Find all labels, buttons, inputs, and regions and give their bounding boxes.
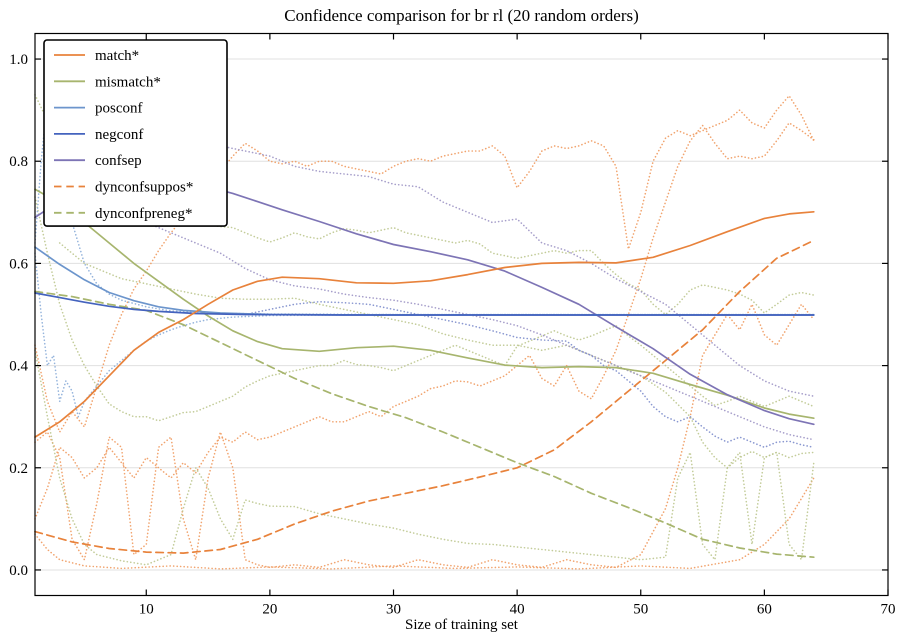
series-dynconfsuppos-lower-bound <box>34 477 815 570</box>
legend-label-dynconfsuppos: dynconfsuppos* <box>95 180 193 196</box>
legend-label-match: match* <box>95 48 139 64</box>
x-tick-label: 30 <box>386 602 401 618</box>
series-confsep-lower-bound <box>145 221 815 441</box>
y-tick-label: 0.2 <box>9 461 28 477</box>
legend-label-dynconfpreneg: dynconfpreneg* <box>95 206 192 222</box>
series-lines <box>34 94 815 570</box>
x-tick-label: 60 <box>757 602 772 618</box>
legend-label-confsep: confsep <box>95 153 142 169</box>
series-dynconfpreneg <box>34 290 815 559</box>
chart-title: Confidence comparison for br rl (20 rand… <box>284 6 639 25</box>
y-tick-label: 0.0 <box>9 563 28 579</box>
y-tick-label: 0.8 <box>9 154 28 170</box>
series-mismatch-lower-bound <box>34 196 815 422</box>
axes-spines <box>34 32 889 597</box>
x-tick-label: 70 <box>881 602 896 618</box>
series-confsep-upper-bound <box>120 129 815 397</box>
x-axis-label: Size of training set <box>405 617 519 633</box>
legend-label-posconf: posconf <box>95 101 143 117</box>
series-match-lower-bound <box>34 303 815 569</box>
ticks: 10 20 30 40 50 60 70 0.0 0.2 0.4 0.6 0.8 1.0 <box>9 33 896 618</box>
x-tick-label: 10 <box>139 602 154 618</box>
series-dynconfpreneg-lower-bound <box>34 349 815 566</box>
series-mismatch-upper-bound <box>34 94 815 316</box>
y-tick-label: 0.6 <box>9 256 28 272</box>
y-tick-label: 0.4 <box>9 359 28 375</box>
series-match <box>34 210 815 438</box>
series-posconf-lower-bound <box>34 252 815 418</box>
series-negconf <box>34 292 815 316</box>
series-dynconfsuppos <box>34 239 815 554</box>
legend: match* mismatch* posconf negconf confsep dync… <box>43 39 228 227</box>
x-tick-label: 40 <box>510 602 525 618</box>
legend-label-negconf: negconf <box>95 127 143 143</box>
legend-label-mismatch: mismatch* <box>95 74 161 90</box>
legend-box <box>43 39 228 227</box>
series-dynconfsuppos-upper-bound <box>34 122 815 520</box>
series-mismatch <box>34 188 815 420</box>
x-tick-label: 20 <box>262 602 277 618</box>
series-negconf-lower-bound <box>244 300 815 449</box>
x-tick-label: 50 <box>633 602 648 618</box>
series-match-upper-bound <box>34 95 815 433</box>
series-dynconfpreneg-upper-bound <box>58 242 815 469</box>
y-tick-label: 1.0 <box>9 52 28 68</box>
